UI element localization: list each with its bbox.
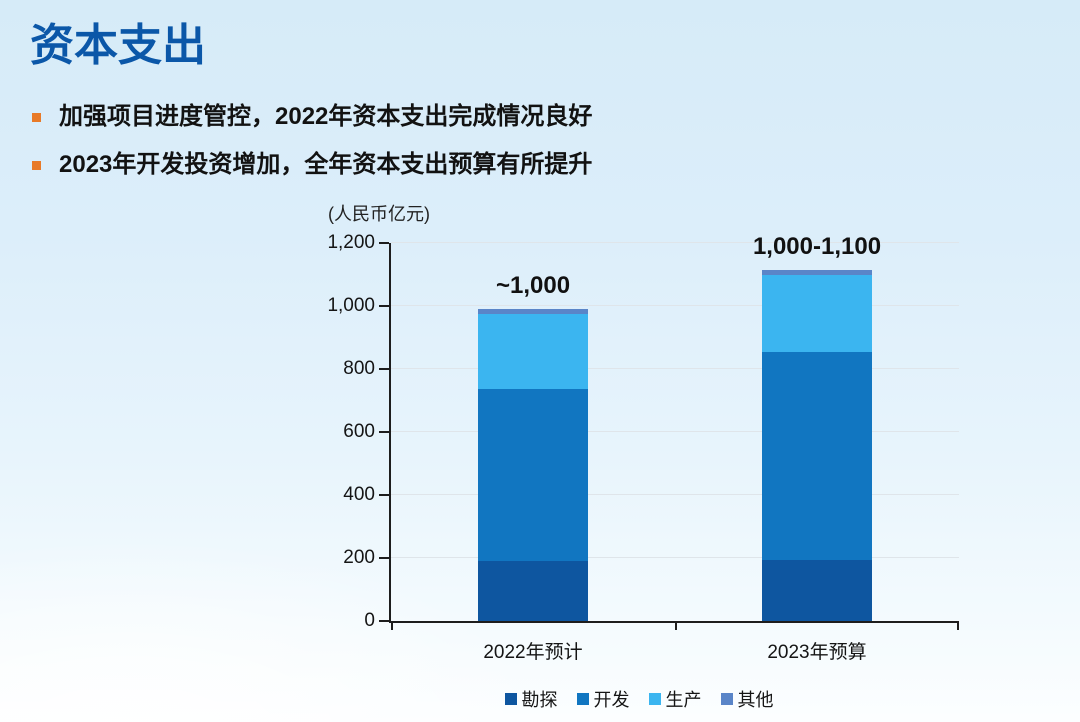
y-axis-tick <box>379 305 389 307</box>
x-axis-tick <box>675 623 677 630</box>
gridline <box>391 242 959 243</box>
bar-segment <box>478 309 588 314</box>
bar-total-annotation: 1,000-1,100 <box>752 232 882 260</box>
y-axis-tick-label: 800 <box>343 358 375 379</box>
bar-segment <box>478 561 588 621</box>
y-axis-tick <box>379 368 389 370</box>
y-axis-tick <box>379 557 389 559</box>
page-title: 资本支出 <box>30 21 206 70</box>
x-axis-tick <box>391 623 393 630</box>
bar-segment <box>478 389 588 562</box>
bullet-marker-icon <box>32 113 41 122</box>
gridline <box>391 368 959 369</box>
bullet-marker-icon <box>32 161 41 170</box>
plot-area: 0 200 400 600 800 1,000 1,200 ~1,000 2022年预计 1,00… <box>327 232 959 663</box>
category-label: 2023年预算 <box>767 642 867 663</box>
legend-item: 其他 <box>720 686 774 712</box>
x-axis-tick <box>957 623 959 630</box>
stacked-bar <box>478 309 588 621</box>
y-axis-tick <box>379 620 389 622</box>
legend-swatch-icon <box>504 693 517 705</box>
bar-segment <box>762 351 872 560</box>
y-axis-tick-label: 400 <box>343 484 375 505</box>
bar-segment <box>762 274 872 352</box>
axis-unit-label: (人民币亿元) <box>328 204 430 224</box>
gridline <box>391 557 959 558</box>
bullet-item: 2023年开发投资增加，全年资本支出预算有所提升 <box>32 150 592 180</box>
gridline <box>391 305 959 306</box>
bar-total-annotation: ~1,000 <box>495 272 571 300</box>
legend-label: 开发 <box>593 690 630 710</box>
legend-swatch-icon <box>648 693 661 705</box>
legend-item: 生产 <box>648 686 702 712</box>
legend-label: 生产 <box>665 690 702 710</box>
bar-segment <box>762 269 872 275</box>
legend-label: 勘探 <box>521 690 558 710</box>
legend-swatch-icon <box>720 693 733 705</box>
y-axis-tick-label: 200 <box>343 547 375 568</box>
y-axis-tick-label: 0 <box>364 610 375 631</box>
y-axis-tick-label: 1,200 <box>327 232 375 253</box>
bullet-text: 加强项目进度管控，2022年资本支出完成情况良好 <box>59 103 593 130</box>
y-axis-tick-label: 1,000 <box>327 295 375 316</box>
chart-legend: 勘探 开发 生产 其他 <box>329 686 949 712</box>
y-axis-tick-label: 600 <box>343 421 375 442</box>
bar-segment <box>478 313 588 390</box>
bullet-text: 2023年开发投资增加，全年资本支出预算有所提升 <box>59 151 593 178</box>
y-axis-tick <box>379 242 389 244</box>
legend-label: 其他 <box>737 690 774 710</box>
y-axis-tick <box>379 431 389 433</box>
y-axis-tick <box>379 494 389 496</box>
bar-segment <box>762 559 872 621</box>
gridline <box>391 494 959 495</box>
legend-item: 开发 <box>576 686 630 712</box>
category-label: 2022年预计 <box>483 642 583 663</box>
gridline <box>391 431 959 432</box>
legend-swatch-icon <box>576 693 589 705</box>
legend-item: 勘探 <box>504 686 558 712</box>
bullet-item: 加强项目进度管控，2022年资本支出完成情况良好 <box>32 102 592 132</box>
stacked-bar <box>762 269 872 621</box>
